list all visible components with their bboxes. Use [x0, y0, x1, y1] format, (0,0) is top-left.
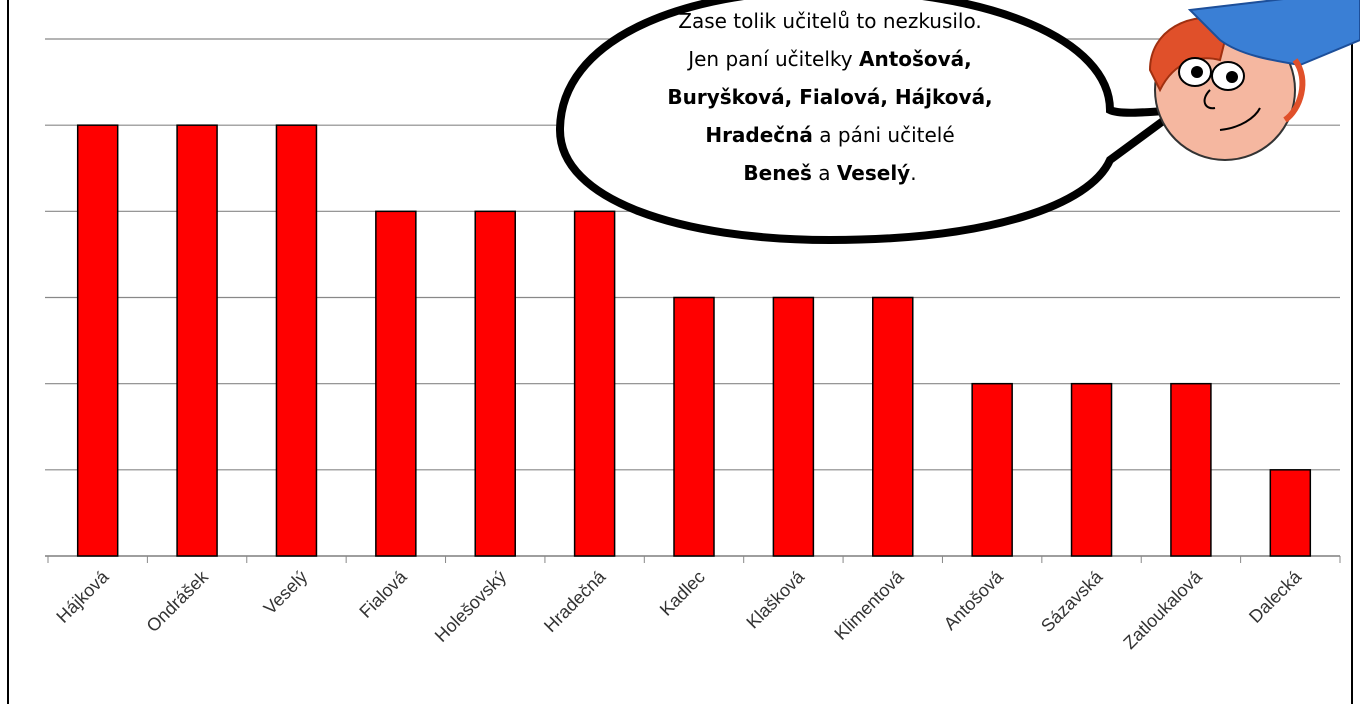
bar [873, 298, 913, 557]
bar [575, 211, 615, 556]
annotation-text: Beneš [743, 161, 812, 185]
page: HájkováOndrášekVeselýFialováHolešovskýHr… [0, 0, 1360, 704]
bar [972, 384, 1012, 556]
bar [78, 125, 118, 556]
annotation-text: Buryšková, Fialová, Hájková, [667, 85, 992, 109]
annotation-text: Jen paní učitelky [686, 47, 859, 71]
annotation-text: a [812, 161, 837, 185]
annotation-line: Beneš a Veselý. [743, 161, 916, 185]
annotation-text: . [910, 161, 916, 185]
annotation-text: a páni učitelé [813, 123, 955, 147]
annotation-text: Veselý [837, 161, 910, 185]
bar [475, 211, 515, 556]
bar [1270, 470, 1310, 556]
annotation-line: Zase tolik učitelů to nezkusilo. [678, 9, 981, 33]
bar [1171, 384, 1211, 556]
bar [1072, 384, 1112, 556]
bar [674, 298, 714, 557]
bar [177, 125, 217, 556]
annotation-text: Antošová, [859, 47, 972, 71]
bar [276, 125, 316, 556]
annotation-text: Hradečná [705, 123, 813, 147]
chart: HájkováOndrášekVeselýFialováHolešovskýHr… [0, 0, 1360, 704]
annotation-line: Hradečná a páni učitelé [705, 123, 954, 147]
annotation-line: Jen paní učitelky Antošová, [686, 47, 972, 71]
annotation-line: Buryšková, Fialová, Hájková, [667, 85, 992, 109]
annotation-text: Zase tolik učitelů to nezkusilo. [678, 9, 981, 33]
bar [376, 211, 416, 556]
bar [773, 298, 813, 557]
